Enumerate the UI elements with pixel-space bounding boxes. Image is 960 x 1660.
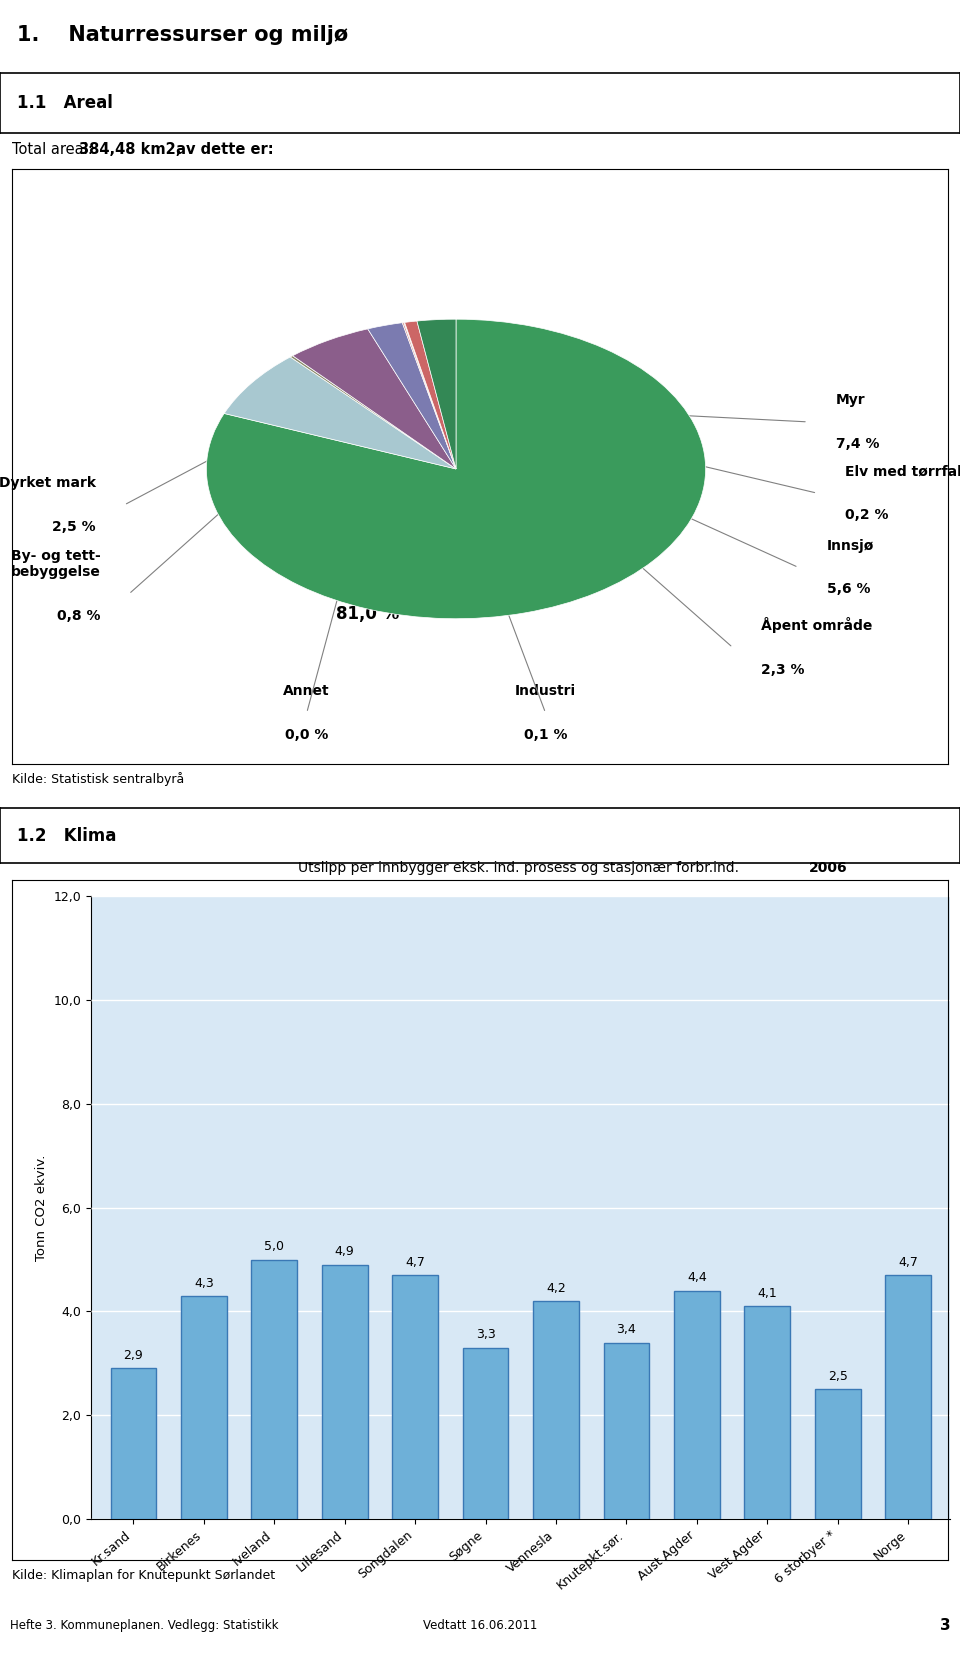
Text: Kilde: Statistisk sentralbyrå: Kilde: Statistisk sentralbyrå — [12, 772, 183, 785]
Text: Annet: Annet — [283, 684, 330, 699]
Bar — [674, 1291, 720, 1519]
Text: 2,5 %: 2,5 % — [52, 520, 96, 535]
Bar — [885, 1275, 931, 1519]
Text: Hefte 3. Kommuneplanen. Vedlegg: Statistikk: Hefte 3. Kommuneplanen. Vedlegg: Statist… — [10, 1618, 278, 1632]
Bar — [110, 1368, 156, 1519]
Text: Industri: Industri — [515, 684, 576, 699]
Text: 4,7: 4,7 — [899, 1257, 918, 1268]
Wedge shape — [404, 322, 456, 468]
Bar — [322, 1265, 368, 1519]
Text: 2,5: 2,5 — [828, 1370, 848, 1383]
Text: 2,3 %: 2,3 % — [761, 662, 804, 677]
Text: 1.1   Areal: 1.1 Areal — [17, 95, 113, 111]
Text: Åpent område: Åpent område — [761, 618, 873, 632]
Text: By- og tett-
bebyggelse: By- og tett- bebyggelse — [11, 549, 101, 579]
Bar — [181, 1296, 227, 1519]
Wedge shape — [402, 322, 456, 468]
Text: 4,7: 4,7 — [405, 1257, 425, 1268]
Wedge shape — [404, 320, 456, 468]
Text: 1.    Naturressurser og miljø: 1. Naturressurser og miljø — [17, 25, 348, 45]
Y-axis label: Tonn CO2 ekviv.: Tonn CO2 ekviv. — [36, 1154, 48, 1262]
Text: 3: 3 — [940, 1618, 950, 1633]
Text: 5,0: 5,0 — [264, 1240, 284, 1253]
Wedge shape — [293, 329, 456, 468]
Text: 2006: 2006 — [808, 860, 848, 875]
Bar — [533, 1301, 579, 1519]
Text: 4,4: 4,4 — [687, 1272, 707, 1285]
Text: Total areal:: Total areal: — [12, 141, 97, 158]
Text: Innsjø: Innsjø — [827, 538, 874, 553]
Text: Kilde: Klimaplan for Knutepunkt Sørlandet: Kilde: Klimaplan for Knutepunkt Sørlande… — [12, 1569, 275, 1582]
Wedge shape — [368, 322, 456, 468]
Text: Utslipp per innbygger eksk. ind. prosess og stasjonær forbr.ind.: Utslipp per innbygger eksk. ind. prosess… — [299, 860, 743, 875]
Text: 4,1: 4,1 — [757, 1286, 778, 1300]
Text: Dyrket mark: Dyrket mark — [0, 476, 96, 490]
Bar — [252, 1260, 298, 1519]
Text: 4,3: 4,3 — [194, 1277, 214, 1290]
Wedge shape — [417, 319, 456, 468]
Text: Elv med tørrfall: Elv med tørrfall — [846, 465, 960, 478]
Text: 7,4 %: 7,4 % — [836, 437, 879, 452]
Bar — [815, 1389, 860, 1519]
Text: 5,6 %: 5,6 % — [827, 583, 870, 596]
Wedge shape — [290, 355, 456, 468]
Text: Vedtatt 16.06.2011: Vedtatt 16.06.2011 — [422, 1618, 538, 1632]
Text: 4,9: 4,9 — [335, 1245, 354, 1258]
Bar — [604, 1343, 649, 1519]
Text: av dette er:: av dette er: — [171, 141, 274, 158]
Text: 0,2 %: 0,2 % — [846, 508, 889, 521]
Bar — [393, 1275, 438, 1519]
Text: 4,2: 4,2 — [546, 1282, 565, 1295]
Text: 0,0 %: 0,0 % — [285, 729, 328, 742]
Text: 3,3: 3,3 — [476, 1328, 495, 1341]
Text: 384,48 km2,: 384,48 km2, — [79, 141, 181, 158]
Text: Skog
81,0 %: Skog 81,0 % — [336, 584, 399, 622]
Text: 0,8 %: 0,8 % — [57, 609, 101, 622]
Text: 2,9: 2,9 — [124, 1350, 143, 1363]
Text: Myr: Myr — [836, 393, 866, 407]
Text: 3,4: 3,4 — [616, 1323, 636, 1336]
Bar — [744, 1306, 790, 1519]
Wedge shape — [225, 357, 456, 468]
Wedge shape — [206, 319, 706, 619]
Text: 1.2   Klima: 1.2 Klima — [17, 827, 117, 845]
Bar — [463, 1348, 509, 1519]
Text: 0,1 %: 0,1 % — [524, 729, 567, 742]
